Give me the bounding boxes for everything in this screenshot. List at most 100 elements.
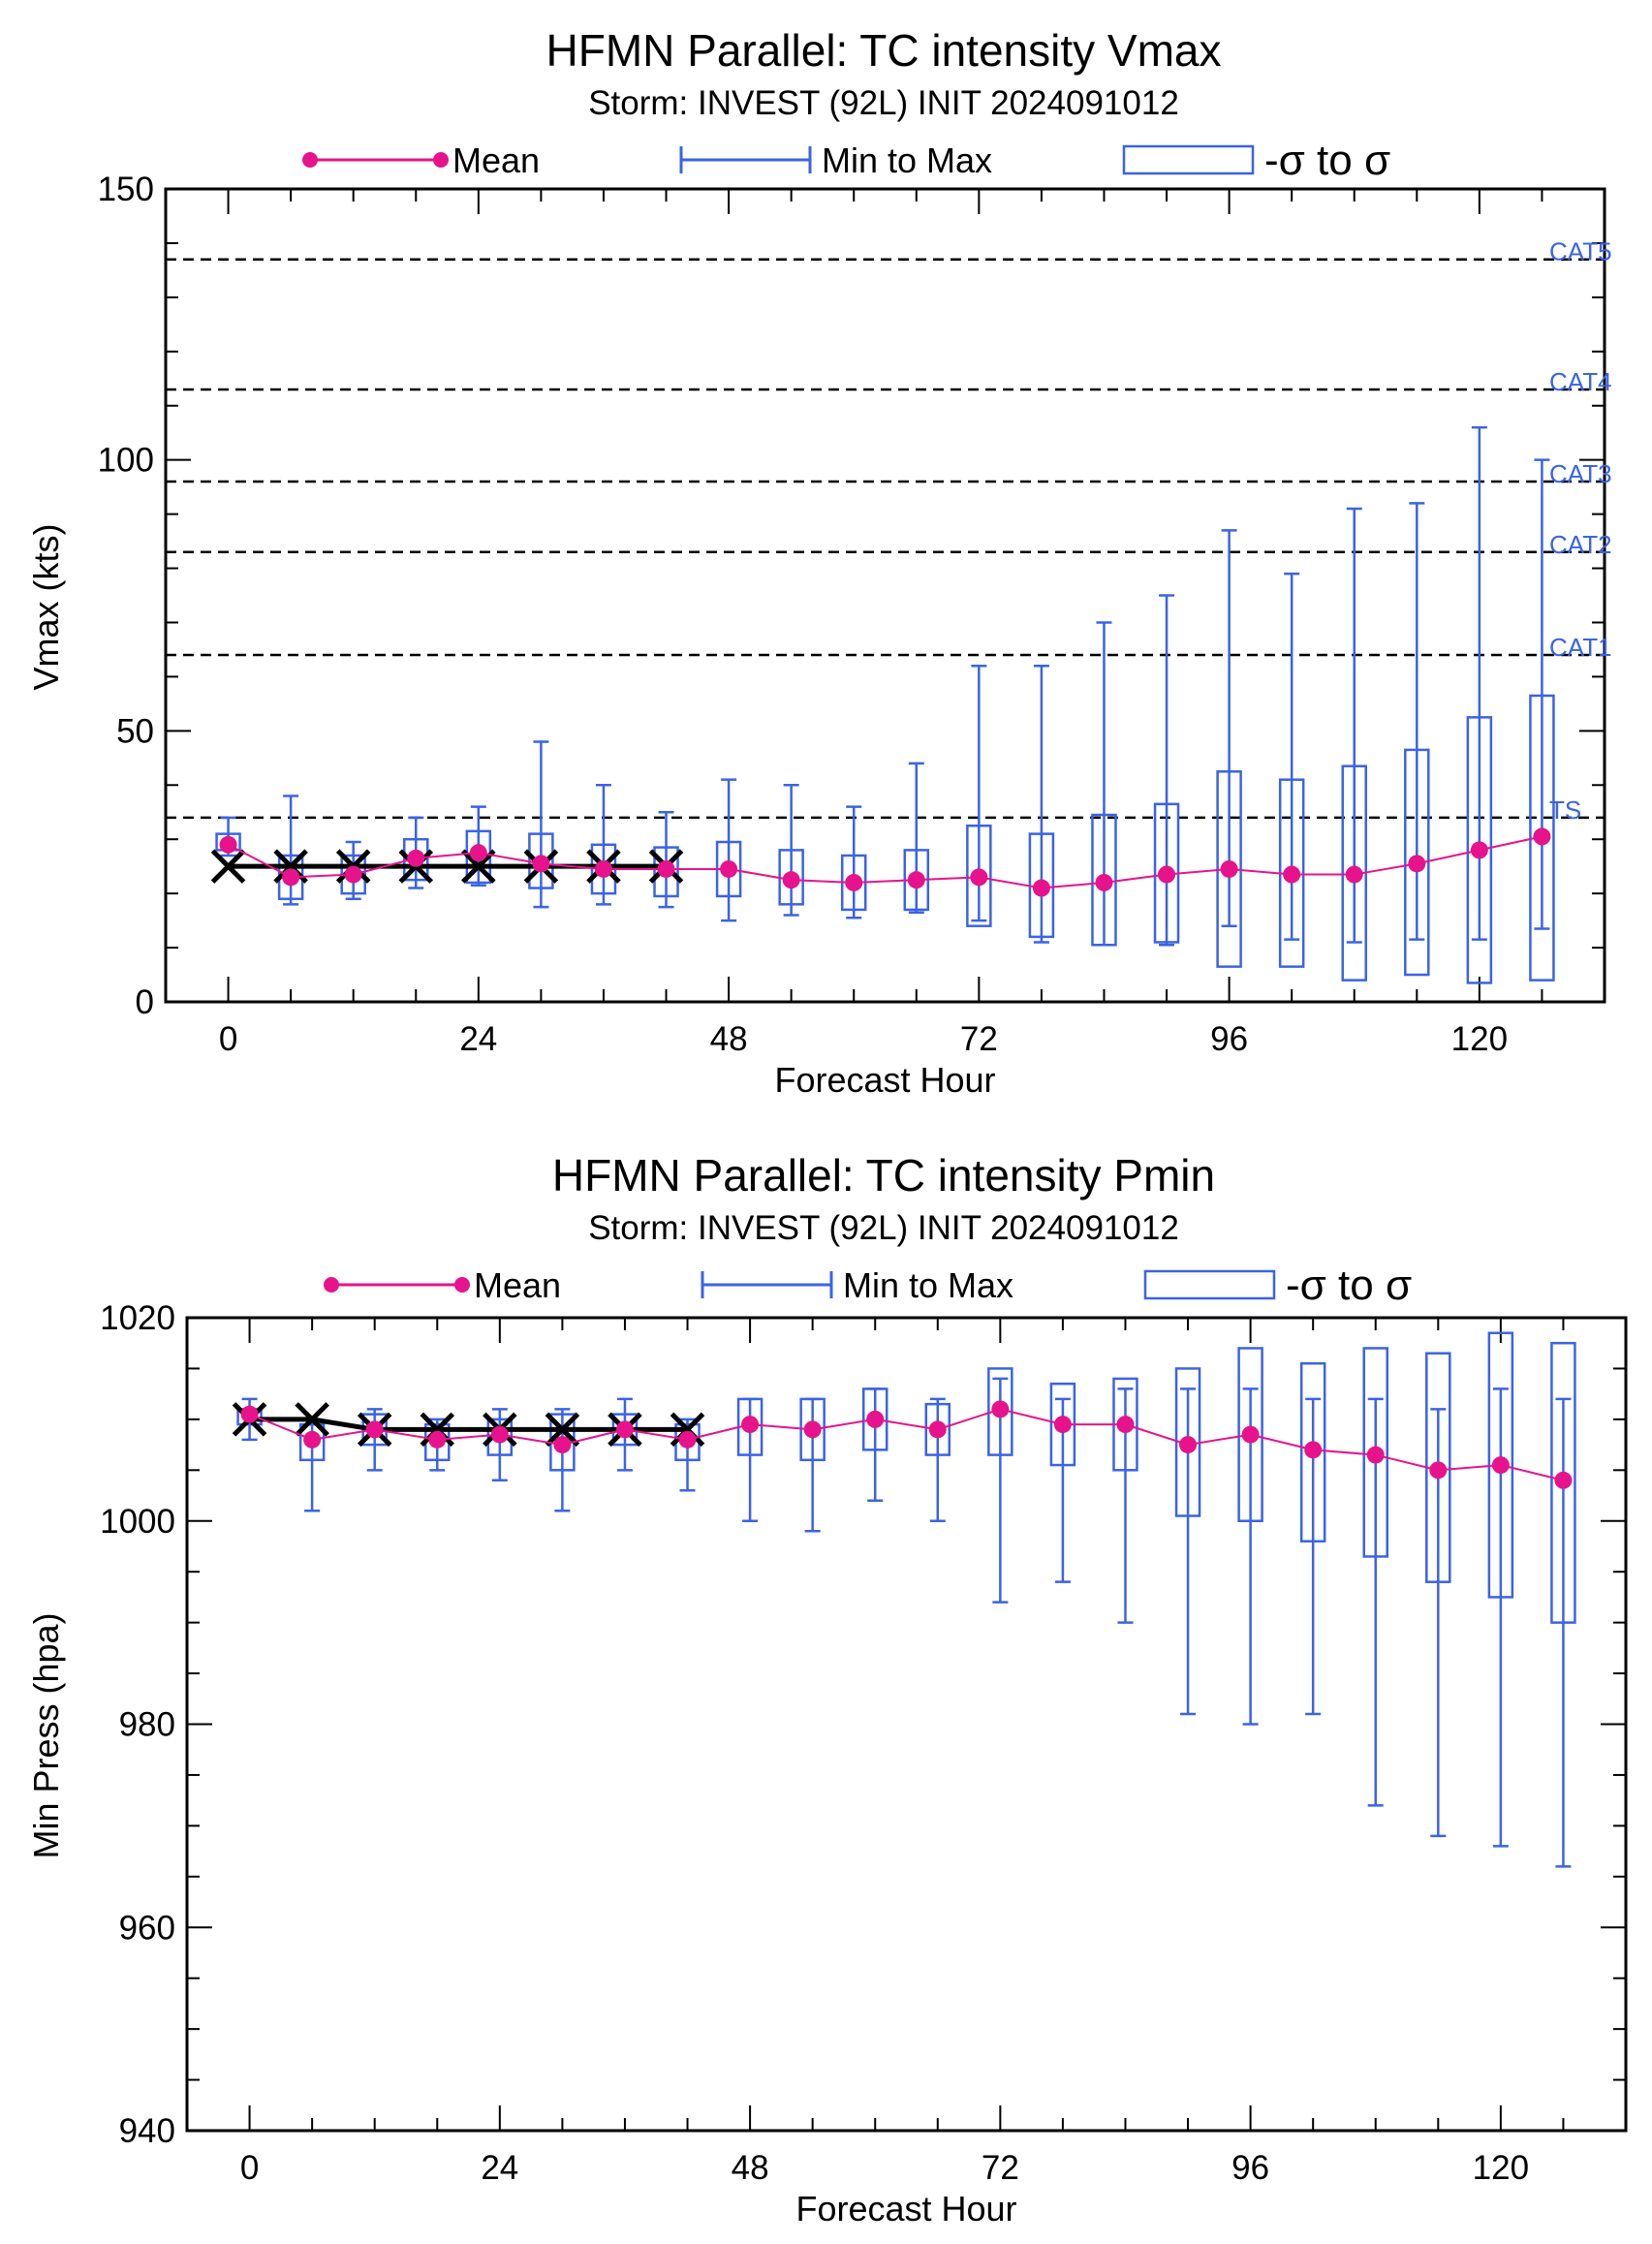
legend-range-label: Min to Max	[843, 1265, 1013, 1305]
mean-marker	[240, 1405, 259, 1423]
sigma-box	[1237, 1347, 1263, 1523]
mean-marker	[1283, 865, 1301, 884]
chart-panel-2: HFMN Parallel: TC intensity Pmin Storm: I…	[26, 1150, 1628, 2228]
mean-marker	[344, 865, 362, 884]
chart-panel-1: HFMN Parallel: TC intensity Vmax Storm: I…	[26, 25, 1612, 1100]
box-whisker	[1278, 572, 1305, 968]
mean-marker	[1429, 1461, 1448, 1480]
box-whisker	[1153, 594, 1180, 947]
y-tick-label: 1000	[100, 1503, 175, 1541]
reference-label-cat5: CAT5	[1549, 237, 1612, 266]
chart-subtitle: Storm: INVEST (92L) INIT 2024091012	[588, 84, 1179, 122]
box-whisker	[799, 1397, 826, 1533]
legend: Mean Min to Max -σ to σ	[324, 1262, 1412, 1309]
legend-mean-label: Mean	[474, 1265, 561, 1305]
plot-frame	[185, 1316, 1628, 2133]
mean-marker	[469, 844, 487, 862]
x-tick-label: 72	[960, 1020, 998, 1058]
x-axis-label: Forecast Hour	[774, 1060, 995, 1100]
box-whisker	[1299, 1361, 1326, 1716]
legend-mean-marker	[454, 1277, 470, 1293]
mean-marker	[866, 1410, 885, 1428]
box-whisker	[1425, 1352, 1451, 1838]
y-axis-label: Vmax (kts)	[26, 523, 66, 690]
box-whisker	[924, 1397, 951, 1522]
y-tick-label: 1020	[100, 1299, 175, 1337]
mean-marker	[553, 1436, 572, 1454]
chart-title: HFMN Parallel: TC intensity Vmax	[546, 25, 1222, 76]
observed-marker	[670, 1412, 705, 1448]
mean-marker	[1554, 1471, 1573, 1489]
mean-marker	[1116, 1416, 1135, 1434]
mean-marker	[1095, 873, 1113, 891]
box-whisker	[861, 1387, 888, 1503]
sigma-box	[1550, 1341, 1576, 1624]
mean-marker	[1491, 1456, 1510, 1475]
sigma-box	[861, 1387, 888, 1451]
sigma-box	[653, 846, 679, 898]
legend-range-label: Min to Max	[822, 140, 992, 180]
mean-line	[228, 835, 1543, 889]
box-whisker	[1487, 1331, 1514, 1848]
plot-frame	[164, 187, 1606, 1004]
sigma-box	[1091, 813, 1117, 947]
sigma-box	[298, 1422, 326, 1462]
box-whisker	[528, 740, 554, 909]
observed-marker	[210, 849, 246, 884]
mean-marker	[1408, 855, 1426, 873]
mean-marker	[407, 849, 425, 867]
box-whisker	[1112, 1377, 1138, 1624]
observed-marker	[295, 1402, 329, 1437]
mean-marker	[741, 1416, 760, 1434]
box-whisker	[1091, 621, 1117, 947]
mean-marker	[303, 1430, 322, 1449]
mean-marker	[615, 1420, 634, 1439]
x-tick-label: 24	[459, 1020, 497, 1058]
observed-line	[249, 1417, 688, 1432]
mean-marker	[532, 855, 550, 873]
observed-marker	[545, 1412, 580, 1448]
legend-box-label: -σ to σ	[1264, 137, 1390, 184]
mean-marker	[782, 871, 800, 889]
y-tick-label: 960	[119, 1909, 175, 1947]
sigma-box	[1216, 770, 1242, 968]
x-tick-label: 96	[1210, 1020, 1248, 1058]
legend-mean-marker	[302, 152, 318, 168]
box-whisker	[653, 810, 679, 909]
mean-marker	[907, 871, 925, 889]
reference-label-cat3: CAT3	[1549, 459, 1612, 488]
mean-marker	[1366, 1446, 1385, 1464]
observed-marker	[461, 849, 496, 884]
y-tick-label: 940	[119, 2112, 175, 2150]
mean-marker	[365, 1420, 384, 1439]
sigma-box	[1362, 1347, 1388, 1558]
chart-subtitle: Storm: INVEST (92L) INIT 2024091012	[588, 1209, 1179, 1247]
mean-marker	[1304, 1441, 1323, 1459]
reference-label-cat4: CAT4	[1549, 367, 1612, 396]
sigma-box	[1466, 716, 1493, 984]
x-tick-label: 48	[732, 2149, 769, 2187]
chart-title: HFMN Parallel: TC intensity Pmin	[552, 1150, 1215, 1200]
x-tick-label: 72	[982, 2149, 1019, 2187]
mean-marker	[803, 1420, 822, 1439]
y-tick-label: 50	[116, 712, 154, 750]
mean-marker	[1220, 859, 1238, 878]
x-axis-label: Forecast Hour	[795, 2189, 1016, 2228]
mean-marker	[720, 859, 738, 878]
y-tick-label: 100	[98, 442, 154, 480]
box-whisker	[277, 795, 304, 906]
sigma-box	[1529, 694, 1555, 982]
observed-marker	[420, 1412, 455, 1448]
mean-marker	[1053, 1416, 1072, 1434]
mean-marker	[928, 1420, 947, 1439]
box-whisker	[715, 778, 742, 922]
mean-marker	[490, 1425, 509, 1444]
mean-marker	[845, 873, 863, 891]
sigma-box	[403, 837, 429, 882]
box-whisker	[1237, 1347, 1263, 1726]
legend-mean-label: Mean	[452, 140, 540, 180]
y-tick-label: 980	[119, 1706, 175, 1744]
mean-marker	[428, 1430, 447, 1449]
box-whisker	[1362, 1347, 1388, 1807]
